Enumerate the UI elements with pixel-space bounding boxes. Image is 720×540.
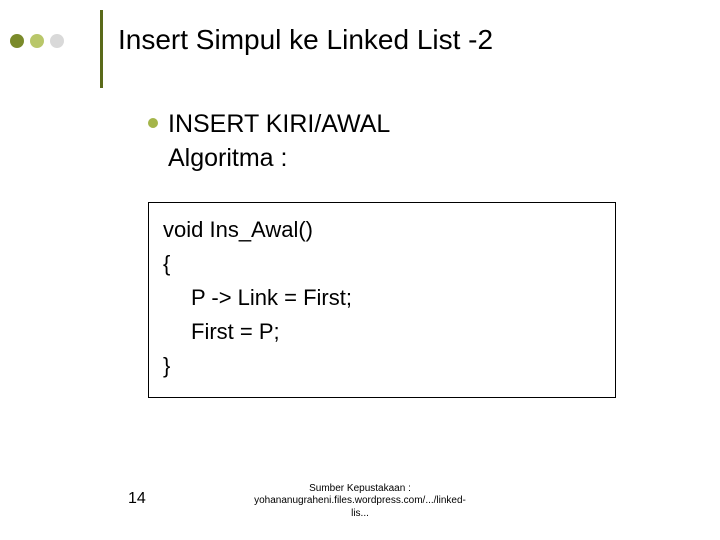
title-bullet-strip — [10, 34, 64, 48]
code-line-4: First = P; — [163, 315, 601, 349]
dot-1 — [10, 34, 24, 48]
code-line-3: P -> Link = First; — [163, 281, 601, 315]
footer-line-3: lis... — [0, 508, 720, 521]
title-divider — [100, 10, 103, 88]
subheading-text: INSERT KIRI/AWAL Algoritma : — [168, 108, 390, 176]
dot-3 — [50, 34, 64, 48]
footer-line-1: Sumber Kepustakaan : — [0, 483, 720, 496]
subheading-line-1: INSERT KIRI/AWAL — [168, 108, 390, 142]
footer-citation: Sumber Kepustakaan : yohananugraheni.fil… — [0, 483, 720, 521]
dot-2 — [30, 34, 44, 48]
slide-title: Insert Simpul ke Linked List -2 — [118, 24, 493, 56]
subheading-line-2: Algoritma : — [168, 142, 390, 176]
code-line-5: } — [163, 349, 601, 383]
bullet-icon — [148, 118, 158, 128]
footer-line-2: yohananugraheni.files.wordpress.com/.../… — [0, 495, 720, 508]
code-box: void Ins_Awal() { P -> Link = First; Fir… — [148, 202, 616, 398]
code-line-1: void Ins_Awal() — [163, 213, 601, 247]
code-line-2: { — [163, 247, 601, 281]
subheading-block: INSERT KIRI/AWAL Algoritma : — [148, 108, 390, 176]
